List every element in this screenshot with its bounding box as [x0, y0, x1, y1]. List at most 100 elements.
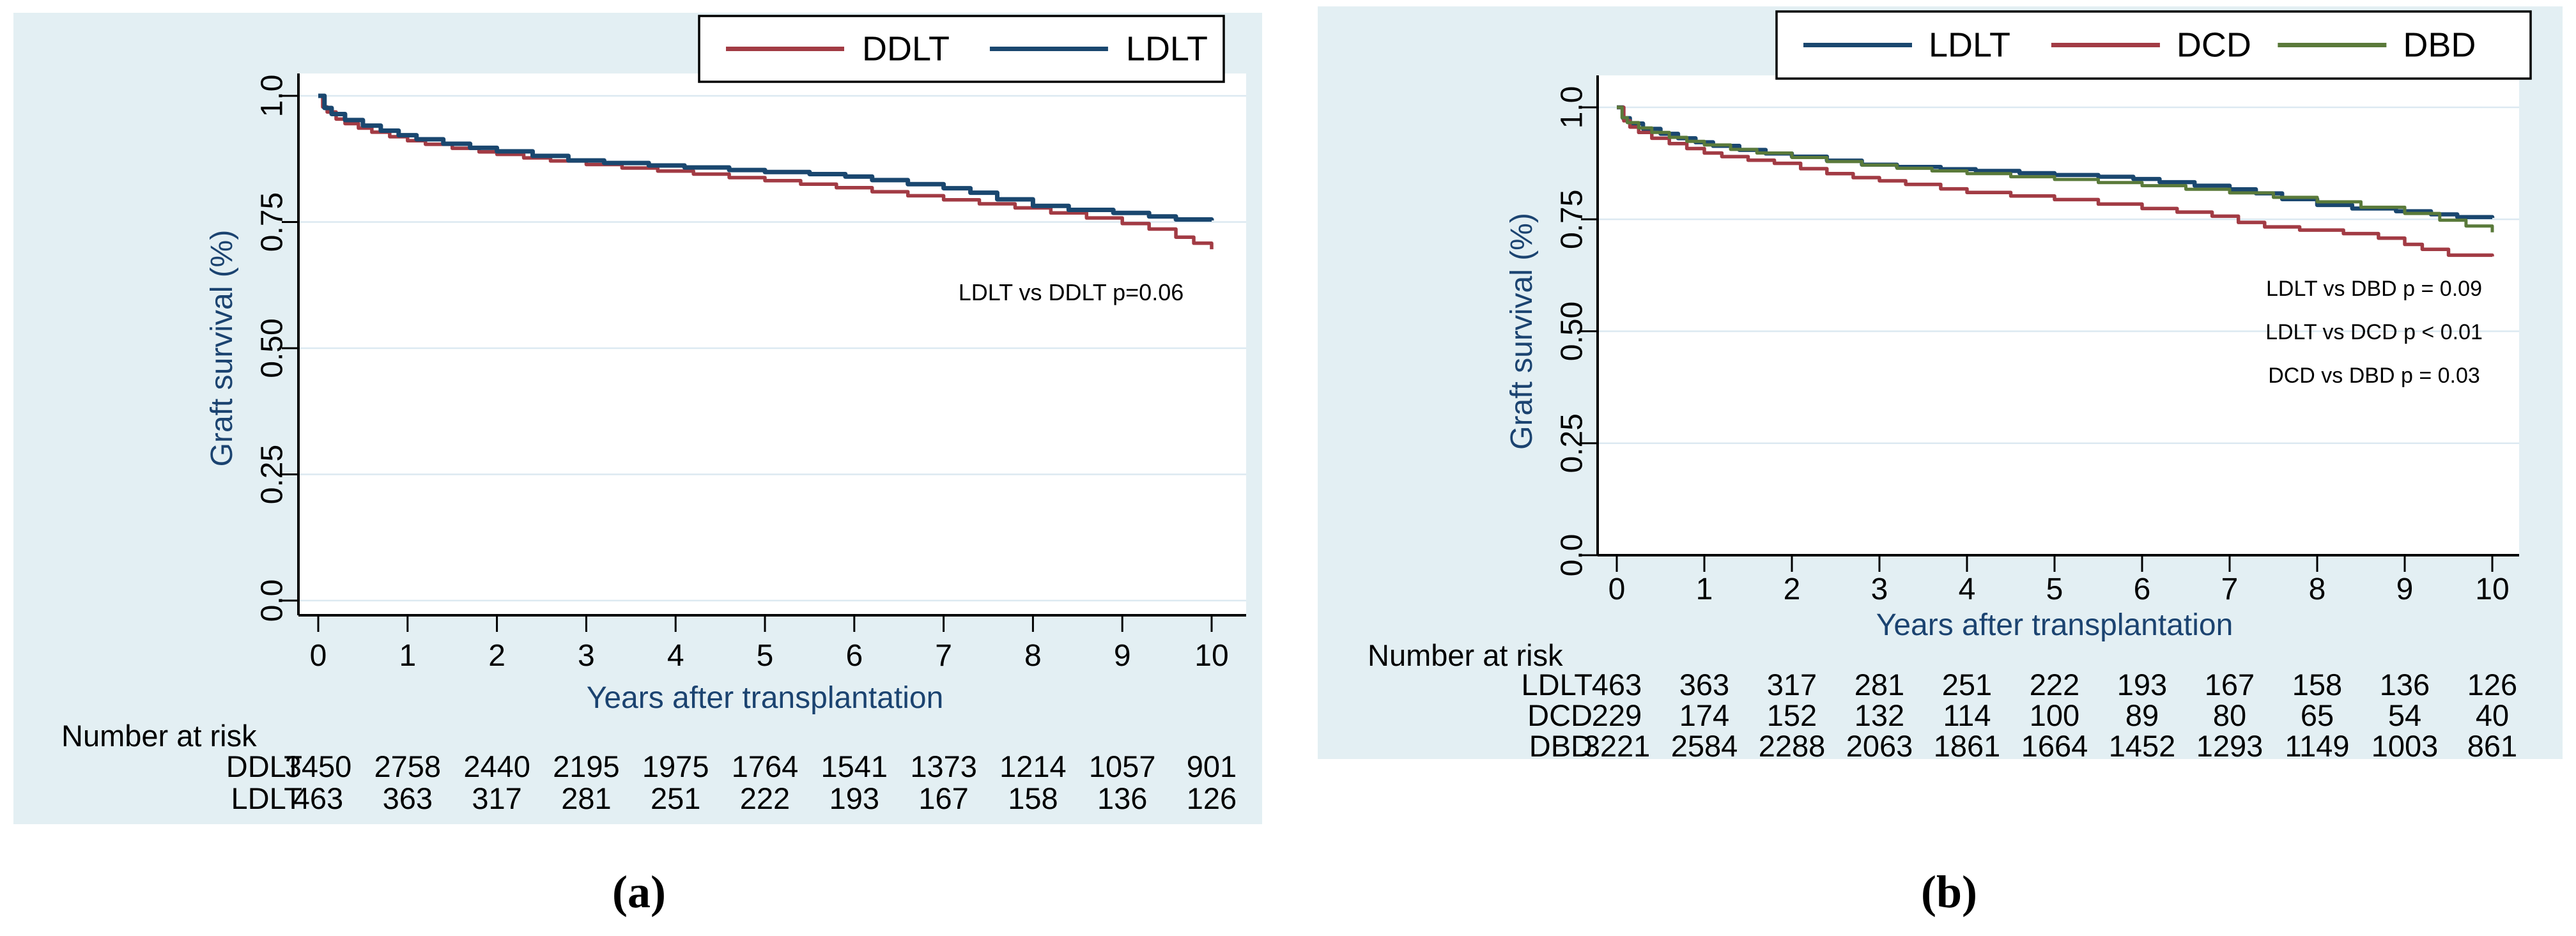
- risk-value: 1214: [999, 749, 1067, 783]
- risk-value: 2758: [374, 749, 442, 783]
- pvalue-annotation: LDLT vs DDLT p=0.06: [959, 279, 1184, 305]
- risk-value: 317: [1767, 668, 1817, 702]
- risk-value: 3450: [285, 749, 352, 783]
- km-curve-ldlt: [318, 93, 1214, 222]
- y-tick-label: 1.0: [1555, 86, 1589, 129]
- km-plot-panel-a: 1.0 0.75 0.50 0.25 0.0 0 1 2 3 4 5 6 7 8 9 10 Years afte…: [13, 13, 1262, 824]
- legend-label-ddlt: DDLT: [862, 30, 950, 68]
- risk-value: 1293: [2196, 729, 2264, 759]
- km-curve-ddlt: [318, 94, 1214, 250]
- risk-value: 114: [1943, 698, 1991, 732]
- risk-value: 40: [2476, 698, 2509, 732]
- risk-value: 363: [1679, 668, 1729, 702]
- risk-value: 2195: [553, 749, 620, 783]
- km-plot-panel-b: 1.0 0.75 0.50 0.25 0.0 0 1 2 3 4 5 6 7 8 9 10 Years afte…: [1318, 6, 2563, 759]
- risk-value: 251: [651, 781, 700, 815]
- y-tick-label: 0.50: [1555, 302, 1589, 361]
- risk-value: 1373: [910, 749, 977, 783]
- risk-value: 132: [1855, 698, 1904, 732]
- plot-area: [1598, 75, 2519, 555]
- caption-a: (a): [612, 866, 666, 917]
- risk-value: 363: [383, 781, 433, 815]
- risk-value: 222: [2030, 668, 2079, 702]
- x-tick-label: 3: [578, 639, 595, 673]
- risk-value: 100: [2030, 698, 2079, 732]
- risk-value: 2063: [1846, 729, 1913, 759]
- legend-label-dbd: DBD: [2403, 26, 2476, 65]
- x-axis-title: Years after transplantation: [587, 681, 944, 715]
- x-tick-label: 0: [1608, 572, 1626, 606]
- y-tick-label: 0.50: [256, 318, 289, 378]
- x-tick-label: 5: [757, 639, 774, 673]
- x-tick-label: 7: [935, 639, 952, 673]
- km-curve-dcd: [1617, 105, 2494, 257]
- risk-value: 251: [1942, 668, 1992, 702]
- risk-value: 126: [2467, 668, 2517, 702]
- x-tick-label: 0: [310, 639, 327, 673]
- x-tick-label: 7: [2221, 572, 2239, 606]
- legend-label-ldlt: LDLT: [1126, 30, 1208, 68]
- risk-value: 158: [2292, 668, 2342, 702]
- risk-value: 1975: [642, 749, 709, 783]
- x-tick-label: 1: [1696, 572, 1713, 606]
- risk-value: 1764: [732, 749, 799, 783]
- x-tick-label: 10: [2475, 572, 2509, 606]
- risk-value: 54: [2388, 698, 2421, 732]
- x-axis-title: Years after transplantation: [1876, 608, 2233, 642]
- km-chart-b: 1.0 0.75 0.50 0.25 0.0 0 1 2 3 4 5 6 7 8 9 10 Years afte…: [1368, 10, 2532, 759]
- x-tick-label: 10: [1194, 639, 1228, 673]
- y-tick-label: 0.75: [1555, 190, 1589, 249]
- x-tick-label: 9: [1114, 639, 1131, 673]
- risk-value: 89: [2125, 698, 2159, 732]
- x-tick-label: 2: [488, 639, 505, 673]
- x-tick-label: 2: [1784, 572, 1801, 606]
- x-tick-label: 8: [1024, 639, 1042, 673]
- risk-value: 3221: [1584, 729, 1651, 759]
- risk-value: 136: [1097, 781, 1147, 815]
- y-tick-label: 0.0: [1555, 534, 1589, 577]
- risk-row-label-dcd: DCD: [1527, 698, 1593, 732]
- risk-value: 317: [472, 781, 521, 815]
- y-axis-title: Graft survival (%): [205, 230, 239, 467]
- risk-value: 1003: [2372, 729, 2439, 759]
- risk-value: 193: [829, 781, 879, 815]
- risk-value: 1057: [1089, 749, 1156, 783]
- risk-value: 463: [1592, 668, 1642, 702]
- risk-value: 174: [1679, 698, 1729, 732]
- risk-value: 1541: [821, 749, 888, 783]
- risk-value: 158: [1008, 781, 1058, 815]
- risk-value: 2584: [1671, 729, 1738, 759]
- risk-row-label-ldlt: LDLT: [231, 781, 302, 815]
- risk-row-label-ldlt: LDLT: [1522, 668, 1593, 702]
- y-axis-title: Graft survival (%): [1505, 213, 1539, 450]
- x-tick-label: 4: [1959, 572, 1976, 606]
- y-tick-label: 0.25: [1555, 413, 1589, 473]
- x-tick-label: 6: [2134, 572, 2151, 606]
- plot-area: [298, 73, 1246, 615]
- caption-b: (b): [1921, 866, 1977, 917]
- x-tick-label: 4: [667, 639, 684, 673]
- risk-value: 281: [561, 781, 611, 815]
- risk-value: 901: [1187, 749, 1237, 783]
- legend-label-ldlt: LDLT: [1929, 26, 2010, 65]
- risk-row-label-dbd: DBD: [1529, 729, 1593, 759]
- risk-value: 229: [1592, 698, 1642, 732]
- y-tick-label: 0.0: [256, 579, 289, 622]
- risk-value: 136: [2380, 668, 2430, 702]
- risk-value: 2440: [463, 749, 530, 783]
- x-tick-label: 5: [2046, 572, 2063, 606]
- risk-value: 167: [918, 781, 968, 815]
- risk-value: 1861: [1934, 729, 2001, 759]
- x-tick-label: 3: [1871, 572, 1888, 606]
- x-tick-label: 8: [2309, 572, 2326, 606]
- risk-value: 281: [1855, 668, 1904, 702]
- risk-row-label-ddlt: DDLT: [226, 749, 302, 783]
- x-tick-label: 6: [845, 639, 863, 673]
- risk-value: 463: [293, 781, 343, 815]
- risk-table-title: Number at risk: [1368, 638, 1563, 672]
- km-chart-a: 1.0 0.75 0.50 0.25 0.0 0 1 2 3 4 5 6 7 8 9 10 Years afte…: [61, 15, 1246, 815]
- risk-value: 1664: [2021, 729, 2088, 759]
- risk-value: 167: [2205, 668, 2255, 702]
- risk-value: 1452: [2109, 729, 2176, 759]
